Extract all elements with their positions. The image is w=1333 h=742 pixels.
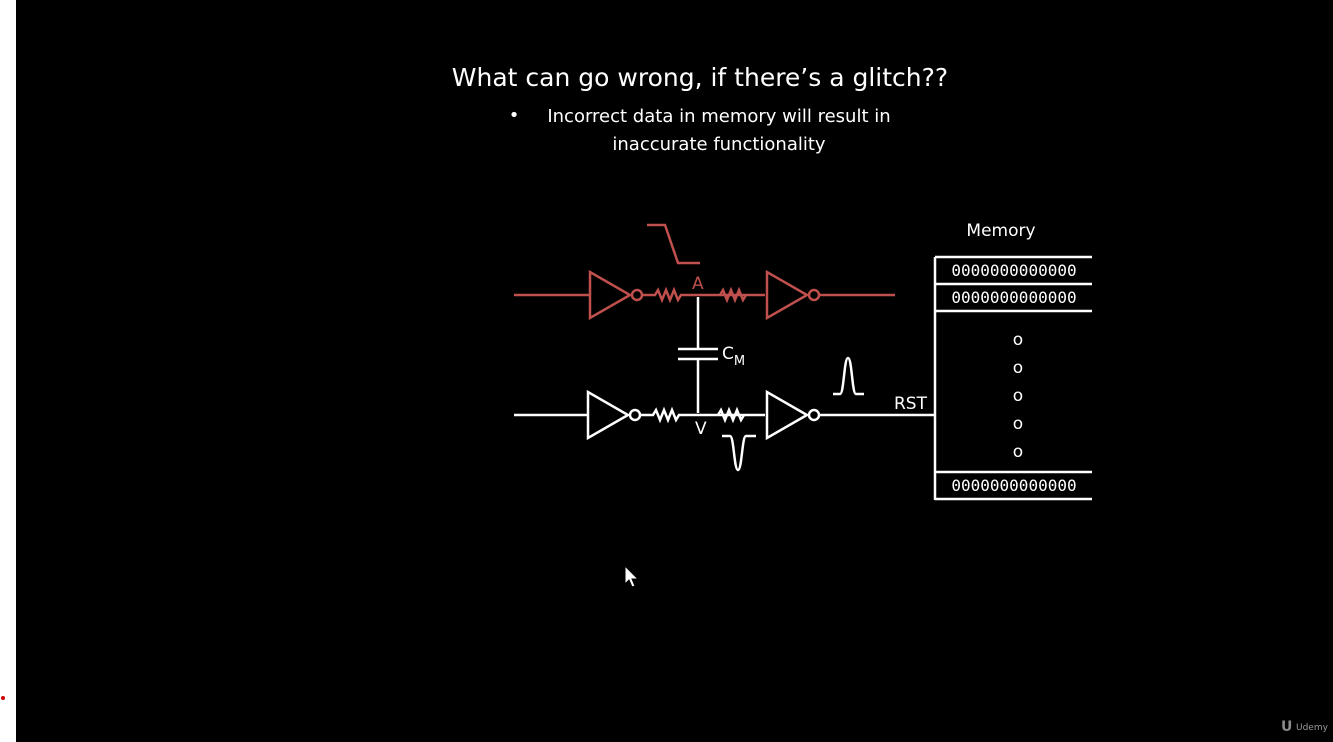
cap-label-main: C (722, 344, 734, 364)
memory-row-1: 0000000000000 (951, 261, 1076, 280)
memory-row-2: 0000000000000 (951, 288, 1076, 307)
memory-title: Memory (966, 221, 1035, 241)
cap-label-subscript: M (734, 354, 745, 369)
cap-label: CM (722, 344, 745, 369)
memory-ellipsis-dot: o (1013, 414, 1023, 434)
rst-label: RST (894, 394, 928, 414)
aggressor-net (514, 223, 895, 321)
node-a-label: A (692, 274, 704, 294)
rst-positive-glitch-waveform (833, 356, 864, 396)
aggressor-receiver-inverter (765, 269, 810, 321)
udemy-logo-icon: U (1281, 719, 1292, 735)
memory-block (933, 255, 1092, 501)
memory-ellipsis-dot: o (1013, 330, 1023, 350)
aggressor-falling-edge-waveform (647, 223, 700, 265)
aggressor-wire-resistor-2 (718, 286, 748, 304)
node-v-label: V (695, 419, 707, 439)
red-dot-marker (1, 696, 5, 700)
victim-receiver-inverter (765, 389, 810, 441)
victim-wire-resistor-2 (716, 406, 746, 424)
mouse-cursor-icon (624, 564, 640, 588)
aggressor-wire-resistor-1 (642, 286, 765, 304)
victim-driver-bubble (628, 408, 642, 422)
bullet-line-1: Incorrect data in memory will result in (547, 106, 890, 127)
aggressor-receiver-bubble (807, 288, 821, 302)
victim-wire-resistor-1 (640, 406, 765, 424)
aggressor-driver-inverter (588, 269, 633, 321)
coupling-capacitor (678, 297, 718, 413)
bullet-line-2: inaccurate functionality (612, 134, 826, 155)
memory-ellipsis-dot: o (1013, 358, 1023, 378)
memory-row-last: 0000000000000 (951, 476, 1076, 495)
memory-ellipsis-dot: o (1013, 386, 1023, 406)
victim-receiver-bubble (807, 408, 821, 422)
udemy-logo-text: Udemy (1296, 723, 1329, 733)
victim-net (514, 356, 935, 472)
bullet-symbol: • (509, 105, 520, 126)
memory-ellipsis-dot: o (1013, 442, 1023, 462)
victim-driver-inverter (586, 389, 631, 441)
slide-background (16, 0, 1333, 742)
slide-title: What can go wrong, if there’s a glitch?? (452, 63, 948, 92)
aggressor-driver-bubble (630, 288, 644, 302)
victim-negative-glitch-waveform (722, 434, 756, 472)
